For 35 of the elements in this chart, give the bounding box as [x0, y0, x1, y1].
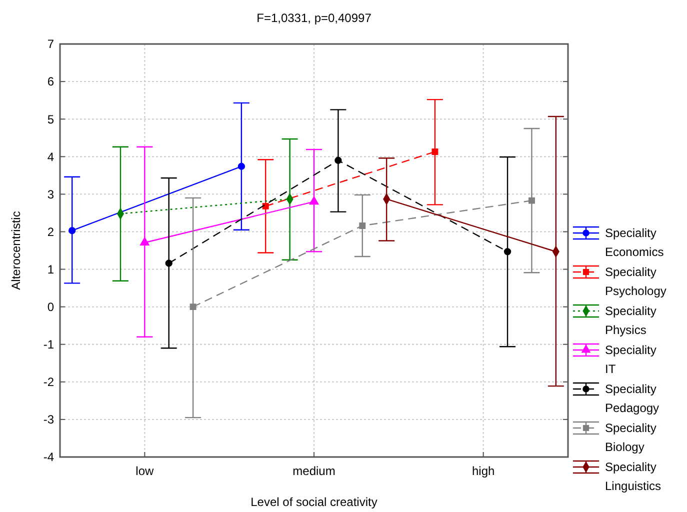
- y-tick-label: 5: [47, 112, 54, 126]
- legend-label: Speciality Biology: [605, 421, 656, 454]
- legend-label: Speciality Economics: [605, 226, 664, 259]
- point: [504, 248, 512, 256]
- y-tick-label: 7: [47, 37, 54, 52]
- x-tick-label: low: [136, 464, 154, 478]
- x-tick-label: medium: [292, 464, 336, 478]
- y-tick-label: -2: [43, 375, 54, 390]
- y-tick-label: 4: [47, 150, 54, 164]
- point: [262, 202, 269, 210]
- point: [334, 156, 342, 164]
- y-tick-label: 3: [47, 187, 54, 202]
- legend-label: Speciality IT: [605, 343, 656, 376]
- legend-label: Speciality Psychology: [605, 265, 666, 298]
- y-tick-label: 0: [47, 300, 54, 314]
- point: [238, 162, 246, 170]
- point: [528, 197, 535, 204]
- legend-label: Speciality Pedagogy: [605, 382, 660, 415]
- y-axis-title: Alterocentristic: [9, 211, 23, 290]
- point: [190, 304, 196, 310]
- y-tick-label: 1: [47, 262, 54, 276]
- point: [432, 148, 438, 155]
- x-tick-label: high: [472, 464, 495, 478]
- point: [68, 227, 76, 234]
- x-axis-title: Level of social creativity: [250, 495, 378, 509]
- y-tick-label: -4: [43, 450, 54, 464]
- y-tick-label: -3: [43, 412, 54, 427]
- y-tick-label: -1: [43, 338, 54, 352]
- y-tick-label: 2: [47, 224, 54, 239]
- chart-title: F=1,0331, p=0,40997: [256, 11, 372, 25]
- point: [165, 260, 172, 267]
- point: [359, 222, 366, 229]
- y-tick-label: 6: [47, 74, 54, 89]
- legend-label: Speciality Linguistics: [605, 460, 662, 493]
- legend-label: Speciality Physics: [605, 304, 656, 337]
